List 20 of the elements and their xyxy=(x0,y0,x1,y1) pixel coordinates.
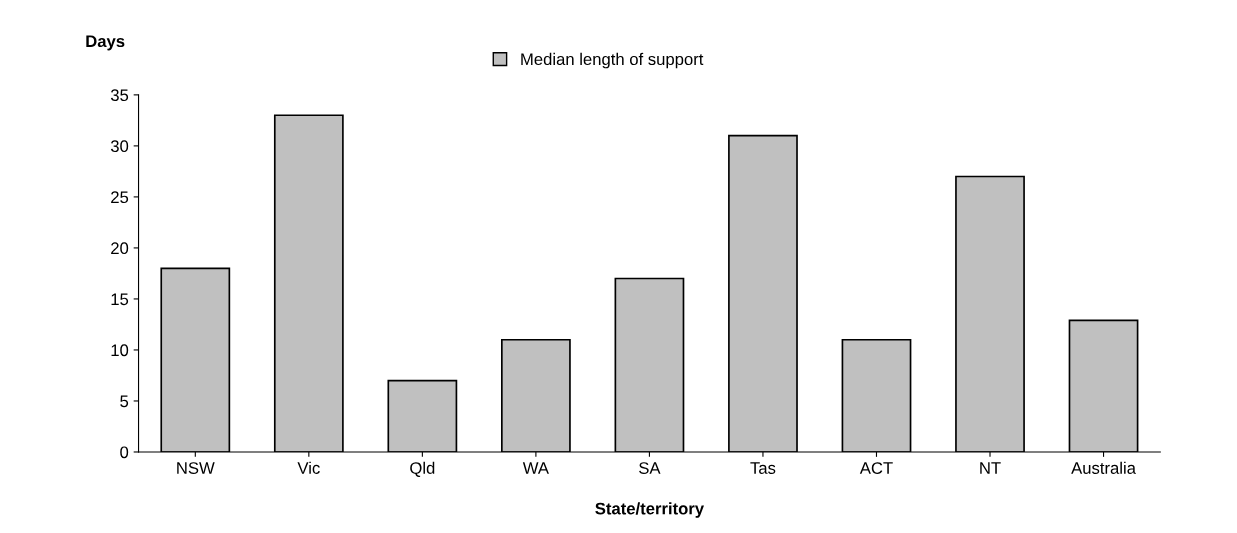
x-tick-label: Qld xyxy=(410,461,435,477)
y-tick-label: 0 xyxy=(120,446,129,459)
x-tick-label: Australia xyxy=(1071,461,1136,474)
x-tick-label: ACT xyxy=(859,462,893,474)
y-tick-label: 5 xyxy=(120,395,129,408)
x-axis-title: State/territory xyxy=(595,502,704,518)
x-tick-label: Tas xyxy=(750,462,776,474)
x-tick-label: WA xyxy=(522,462,549,474)
y-tick-label: 25 xyxy=(111,191,129,204)
y-tick-label: 30 xyxy=(110,140,129,153)
y-tick-label: 10 xyxy=(111,344,129,357)
x-tick-label: Vic xyxy=(297,461,320,474)
legend-label: Median length of support xyxy=(521,52,704,69)
x-tick-label: NT xyxy=(980,462,1001,474)
y-tick-label: 20 xyxy=(111,242,129,255)
y-tick-label: 35 xyxy=(110,89,129,102)
x-tick-label: NSW xyxy=(177,462,215,474)
x-tick-label: SA xyxy=(639,462,661,474)
y-axis-title: Days xyxy=(86,35,125,51)
y-tick-label: 15 xyxy=(111,293,129,306)
